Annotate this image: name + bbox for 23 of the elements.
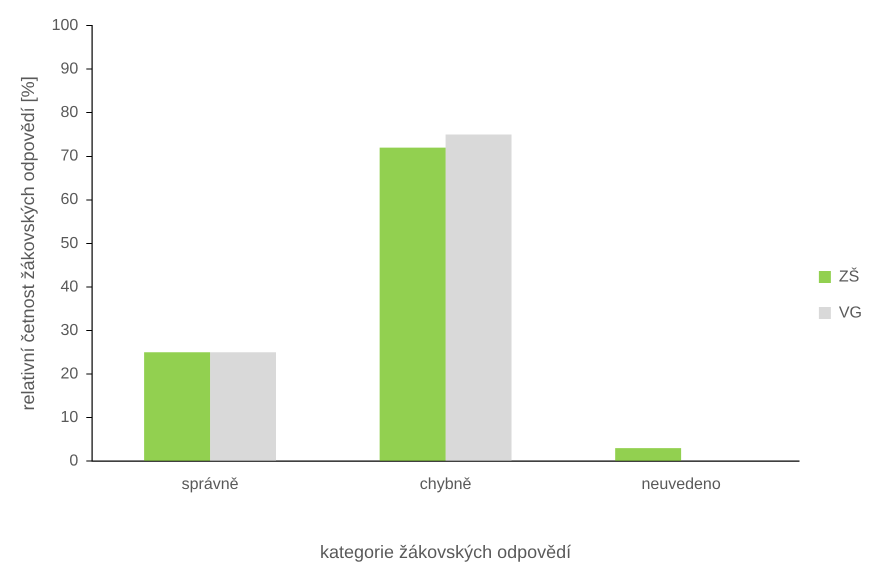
y-tick-label: 90: [60, 60, 78, 78]
y-tick-label: 50: [60, 234, 78, 252]
bar: [615, 448, 682, 461]
x-tick-label: neuvedeno: [642, 476, 721, 494]
x-tick-label: chybně: [420, 476, 472, 494]
y-tick-label: 80: [60, 104, 78, 122]
bar: [210, 352, 276, 461]
x-axis-title: kategorie žákovských odpovědí: [320, 542, 572, 562]
bar: [144, 352, 210, 461]
y-tick-label: 30: [60, 322, 78, 339]
bar: [380, 148, 446, 461]
y-tick-label: 0: [69, 452, 78, 470]
y-tick-label: 20: [60, 365, 78, 382]
y-axis-title: relativní četnost žákovských odpovědí [%]: [18, 76, 38, 410]
legend-label: VG: [838, 304, 862, 322]
x-tick-label: správně: [182, 476, 239, 494]
legend-label: ZŠ: [838, 267, 860, 286]
y-tick-label: 100: [52, 17, 78, 34]
y-tick-label: 10: [60, 409, 78, 426]
y-tick-label: 60: [60, 191, 78, 208]
bar: [446, 134, 512, 461]
y-tick-label: 70: [60, 148, 78, 165]
y-tick-label: 40: [60, 278, 78, 296]
